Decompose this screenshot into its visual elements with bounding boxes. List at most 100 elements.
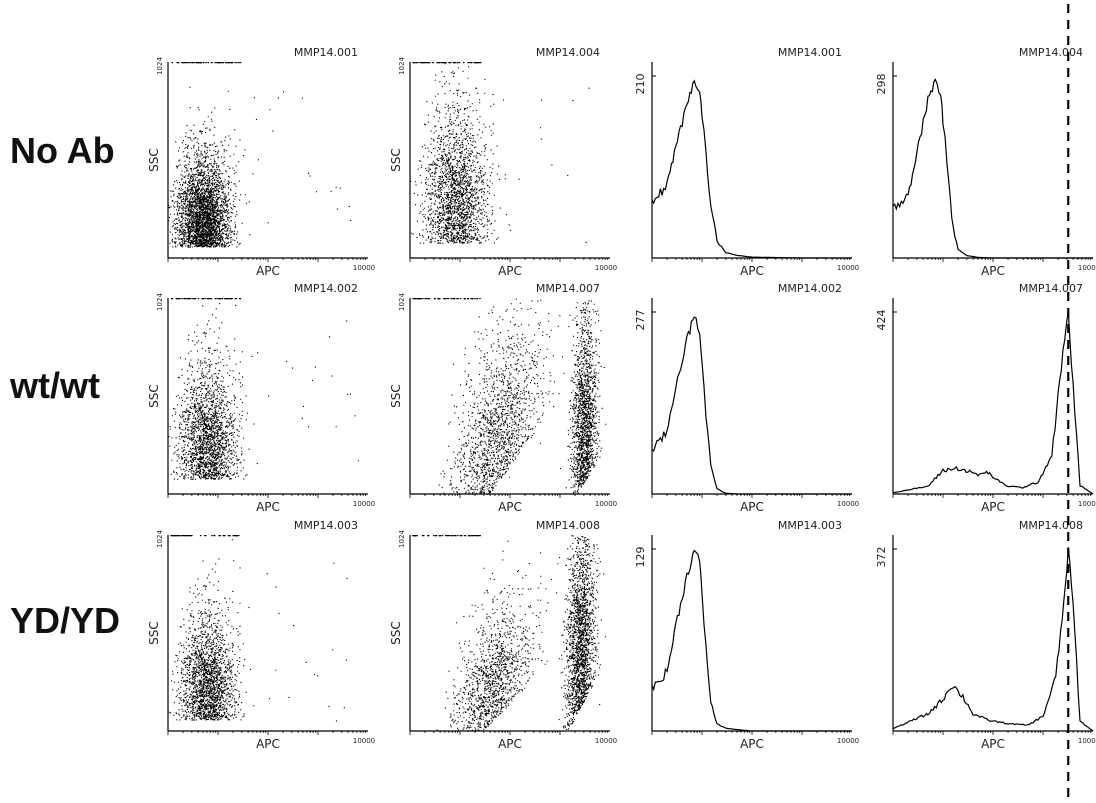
saturated-event [436, 62, 438, 64]
saturated-event [414, 298, 417, 300]
histogram-line [651, 79, 852, 259]
saturated-event [446, 298, 449, 300]
saturated-event [228, 535, 230, 537]
x-axis-label: APC [498, 737, 522, 751]
saturated-event [434, 298, 436, 300]
saturated-event [193, 298, 195, 300]
x-axis-label: APC [740, 737, 764, 751]
saturated-event [176, 62, 178, 64]
saturated-event [432, 62, 435, 64]
saturated-event [229, 535, 231, 537]
saturated-event [193, 62, 196, 64]
saturated-event [459, 298, 462, 300]
saturated-event [182, 535, 185, 537]
saturated-event [421, 535, 424, 537]
x-axis-label: APC [740, 500, 764, 514]
saturated-event [438, 535, 441, 537]
saturated-event [198, 62, 200, 64]
panel-mmp14-002-scatter: MMP14.002 APC 10000 SSC 1024 [147, 282, 375, 514]
saturated-event [211, 535, 213, 537]
panel-title: MMP14.003 [294, 519, 358, 532]
saturated-event [467, 62, 469, 64]
saturated-event [412, 62, 415, 64]
histogram-line [892, 78, 1093, 259]
saturated-event [184, 298, 186, 300]
panel-title: MMP14.003 [778, 519, 842, 532]
saturated-event [443, 62, 445, 64]
saturated-event [231, 298, 233, 300]
saturated-event [221, 62, 223, 64]
saturated-event [450, 298, 452, 300]
panel-mmp14-003-scatter: MMP14.003 APC 10000 SSC 1024 [147, 519, 375, 751]
saturated-event [416, 298, 419, 300]
panel-title: MMP14.001 [294, 46, 358, 59]
x-max-tick-label: 10000 [353, 264, 375, 272]
saturated-event [470, 62, 472, 64]
panel-title: MMP14.007 [536, 282, 600, 295]
saturated-event [192, 298, 194, 300]
saturated-event [454, 62, 456, 64]
saturated-event [231, 62, 233, 64]
scatter-dots [168, 303, 359, 480]
saturated-event [413, 535, 416, 537]
saturated-event [181, 298, 183, 300]
scatter-points [436, 535, 606, 732]
saturated-event [183, 298, 185, 300]
saturated-event [238, 535, 240, 537]
saturated-event [471, 298, 474, 300]
y-axis-label: SSC [147, 384, 161, 408]
saturated-event [419, 62, 421, 64]
saturated-event [170, 298, 173, 300]
saturated-event [206, 298, 209, 300]
y-max-tick-label: 1024 [398, 293, 406, 311]
y-axis-label: SSC [389, 384, 403, 408]
saturated-event [416, 62, 419, 64]
saturated-event [236, 62, 238, 64]
saturated-event [479, 62, 482, 64]
saturated-event [234, 298, 236, 300]
saturated-event [189, 535, 192, 537]
saturated-event [464, 535, 467, 537]
saturated-event [416, 62, 418, 64]
saturated-event [452, 298, 454, 300]
y-max-tick-label: 277 [634, 310, 647, 331]
saturated-event [189, 62, 192, 64]
saturated-event [173, 535, 175, 537]
y-max-tick-label: 1024 [156, 57, 164, 75]
saturated-event [474, 535, 477, 537]
saturated-event [478, 535, 480, 537]
panel-title: MMP14.007 [1019, 282, 1083, 295]
row-label-yd-yd: YD/YD [10, 600, 121, 641]
panel-title: MMP14.004 [1019, 46, 1083, 59]
scatter-points [168, 303, 359, 480]
saturated-event [476, 62, 479, 64]
saturated-event [188, 298, 190, 300]
saturated-event [197, 298, 200, 300]
x-max-tick-label: 10000 [595, 264, 617, 272]
saturated-event [427, 62, 430, 64]
row-label-wt-wt: wt/wt [10, 365, 100, 406]
saturated-event [457, 298, 459, 300]
saturated-event [218, 535, 220, 537]
saturated-event [454, 535, 457, 537]
panel-mmp14-003-line: MMP14.003 APC 10000 129 [634, 519, 859, 751]
saturated-event [172, 535, 174, 537]
y-max-tick-label: 1024 [398, 530, 406, 548]
saturated-event [443, 298, 445, 300]
saturated-event [179, 298, 181, 300]
histogram-line [892, 310, 1094, 495]
saturated-event [202, 62, 205, 64]
saturated-event [469, 535, 472, 537]
saturated-event [471, 62, 473, 64]
saturated-event [445, 298, 447, 300]
scatter-dots [438, 298, 607, 495]
x-max-tick-label: 10000 [1078, 264, 1096, 272]
scatter-dots [168, 539, 348, 722]
saturated-event [170, 535, 173, 537]
y-max-tick-label: 372 [875, 547, 888, 568]
saturated-event [202, 298, 205, 300]
saturated-event [238, 298, 241, 300]
saturated-event [200, 62, 202, 64]
saturated-event [235, 298, 238, 300]
